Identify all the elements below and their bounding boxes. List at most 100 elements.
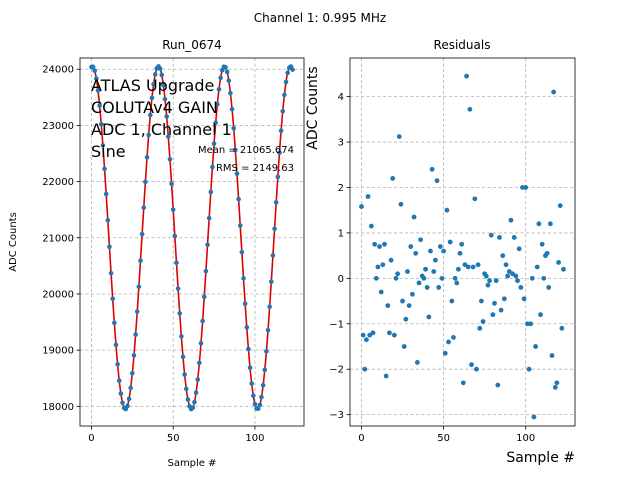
- sample-point: [255, 406, 261, 412]
- residual-point: [472, 196, 478, 202]
- residual-point: [403, 316, 409, 322]
- sample-point: [94, 76, 99, 81]
- left-ytick-label: 23000: [42, 121, 74, 132]
- sample-point: [97, 103, 102, 108]
- residual-point: [364, 337, 369, 343]
- residual-point: [500, 253, 506, 259]
- sample-point: [95, 88, 101, 93]
- sample-point: [265, 327, 271, 333]
- sample-point: [257, 402, 263, 408]
- residual-point: [429, 166, 435, 172]
- residual-point: [526, 366, 532, 372]
- residual-point: [439, 275, 445, 281]
- right-axes-frame: [349, 57, 576, 427]
- left-ytick-label: 19000: [42, 346, 74, 357]
- residual-point: [464, 73, 470, 79]
- residual-point: [431, 269, 437, 274]
- residual-point: [411, 214, 417, 220]
- residual-point: [436, 285, 442, 290]
- residual-point: [452, 275, 458, 281]
- sample-point: [244, 325, 250, 330]
- residual-point: [467, 106, 473, 112]
- left-ytick-label: 20000: [42, 289, 74, 300]
- residual-point: [511, 235, 517, 240]
- sample-point: [259, 394, 264, 400]
- right-ylabel: ADC Counts: [305, 66, 321, 149]
- sample-point: [138, 258, 143, 263]
- sample-point: [241, 276, 246, 281]
- sample-point: [201, 294, 207, 300]
- sample-point: [107, 244, 112, 250]
- sample-point: [157, 66, 163, 71]
- residual-point: [362, 366, 368, 372]
- residual-point: [534, 264, 540, 270]
- sample-point: [115, 361, 120, 367]
- annotation-line-4: Sine: [91, 142, 126, 161]
- residual-point: [373, 275, 379, 281]
- sample-point: [98, 121, 104, 127]
- sample-point: [183, 386, 189, 392]
- right-xlabel: Sample #: [506, 450, 575, 466]
- sample-point: [252, 401, 258, 407]
- residual-point: [360, 332, 366, 338]
- residual-point: [416, 280, 422, 286]
- sample-point: [174, 260, 179, 266]
- residual-point: [418, 237, 424, 243]
- sample-point: [218, 75, 223, 81]
- right-ticks: 0 50 100 −3 −2 −1 0 1 2 3 4: [329, 92, 535, 444]
- sample-point: [251, 393, 256, 399]
- sample-point: [273, 200, 279, 205]
- residual-point: [536, 221, 542, 227]
- residual-point: [457, 250, 463, 256]
- residual-point: [556, 260, 561, 265]
- residual-point: [413, 250, 419, 256]
- residual-point: [501, 296, 507, 302]
- residual-point: [441, 248, 447, 254]
- residual-point: [557, 203, 563, 209]
- sample-point: [208, 189, 214, 195]
- sample-point: [197, 360, 202, 366]
- residual-point: [541, 275, 547, 281]
- right-xtick-label: 0: [358, 433, 364, 444]
- residual-point: [442, 350, 448, 356]
- left-ylabel: ADC Counts: [8, 212, 19, 272]
- sample-point: [126, 396, 132, 402]
- residual-point: [513, 273, 519, 279]
- sample-point: [192, 399, 197, 405]
- sample-point: [264, 349, 269, 354]
- residual-point: [561, 266, 566, 272]
- sample-point: [125, 403, 130, 409]
- residual-point: [477, 325, 483, 331]
- right-grid: [350, 58, 575, 426]
- residual-point: [401, 344, 407, 349]
- residual-point: [406, 303, 412, 309]
- residual-point: [382, 241, 387, 247]
- right-ytick-label: 1: [338, 228, 344, 239]
- residual-point: [408, 244, 414, 249]
- residual-point: [554, 380, 560, 386]
- sample-point: [131, 353, 137, 358]
- residual-point: [426, 314, 432, 320]
- sample-point: [144, 155, 150, 160]
- sample-point: [149, 95, 155, 101]
- residual-point: [380, 262, 386, 268]
- sample-point: [133, 332, 138, 337]
- left-ytick-label: 22000: [42, 177, 74, 188]
- residual-point: [518, 285, 524, 290]
- residual-point: [375, 264, 381, 270]
- residual-point: [428, 248, 433, 254]
- residual-point: [449, 298, 455, 304]
- residual-point: [559, 325, 565, 331]
- residual-point: [488, 232, 494, 238]
- sample-point: [110, 296, 116, 302]
- sample-point: [223, 64, 228, 70]
- residual-point: [396, 134, 402, 139]
- sample-point: [226, 78, 232, 83]
- right-ytick-label: −1: [329, 319, 344, 330]
- residual-point: [497, 235, 502, 240]
- residual-point: [538, 312, 543, 318]
- residual-point: [391, 332, 397, 338]
- residual-point: [551, 89, 557, 95]
- sample-point: [242, 301, 248, 307]
- residual-point: [385, 303, 391, 309]
